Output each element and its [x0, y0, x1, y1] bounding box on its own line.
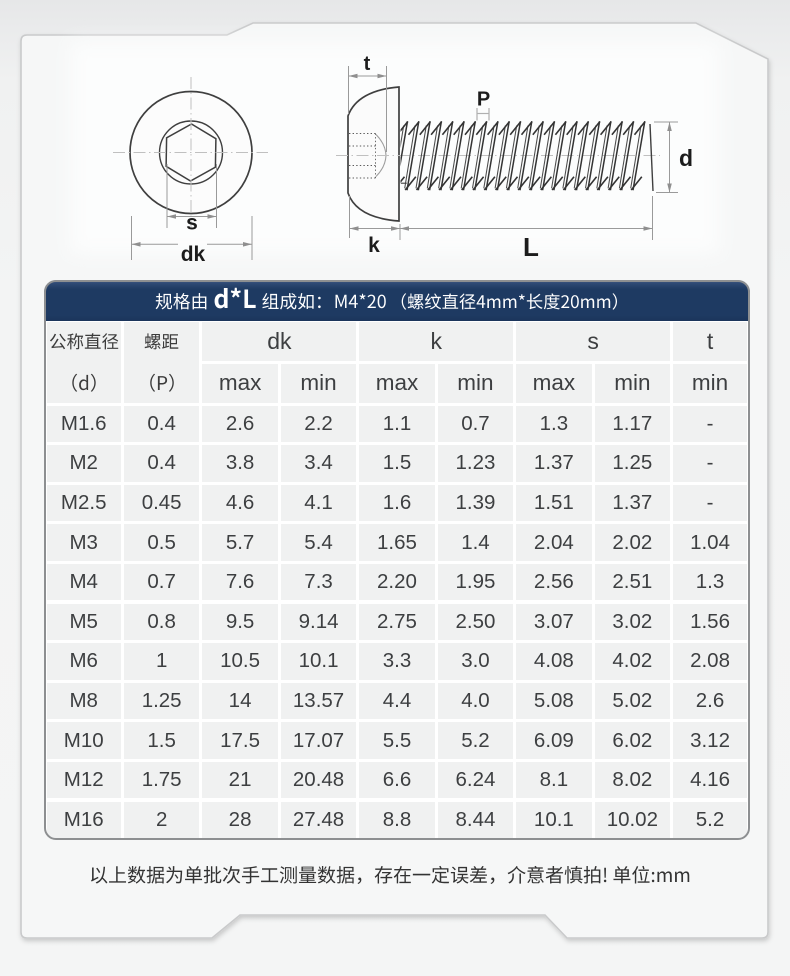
svg-text:t: t — [364, 53, 371, 75]
svg-text:dk: dk — [181, 243, 206, 266]
svg-text:s: s — [186, 212, 198, 235]
svg-text:d: d — [679, 145, 693, 171]
svg-text:P: P — [477, 89, 490, 111]
svg-text:L: L — [523, 232, 539, 262]
svg-text:k: k — [368, 234, 380, 257]
